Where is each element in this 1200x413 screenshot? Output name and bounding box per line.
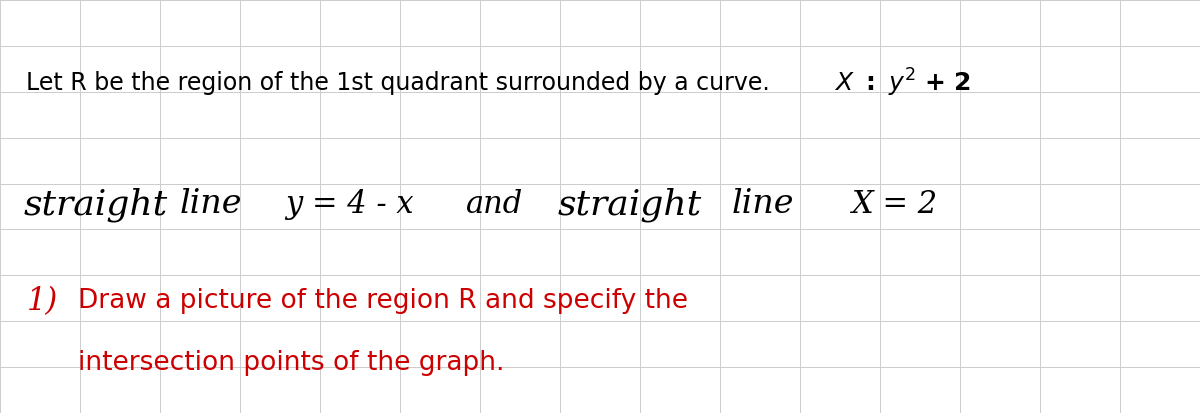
Text: y = 4 - x: y = 4 - x [286, 189, 414, 220]
Text: Draw a picture of the region R and specify the: Draw a picture of the region R and speci… [78, 289, 688, 314]
Text: straight: straight [24, 187, 168, 222]
Text: and: and [466, 189, 523, 220]
Text: intersection points of the graph.: intersection points of the graph. [78, 351, 504, 376]
Text: X = 2: X = 2 [852, 189, 938, 220]
Text: line: line [732, 188, 794, 221]
Text: 1): 1) [26, 286, 58, 317]
Text: Let R be the region of the 1st quadrant surrounded by a curve.: Let R be the region of the 1st quadrant … [26, 71, 770, 95]
Text: line: line [180, 188, 242, 221]
Text: $\mathit{X}\ \mathbf{:}\ \mathit{y}^{2}\ \mathbf{+}\ \mathbf{2}$: $\mathit{X}\ \mathbf{:}\ \mathit{y}^{2}\… [834, 66, 971, 99]
Text: straight: straight [558, 187, 702, 222]
